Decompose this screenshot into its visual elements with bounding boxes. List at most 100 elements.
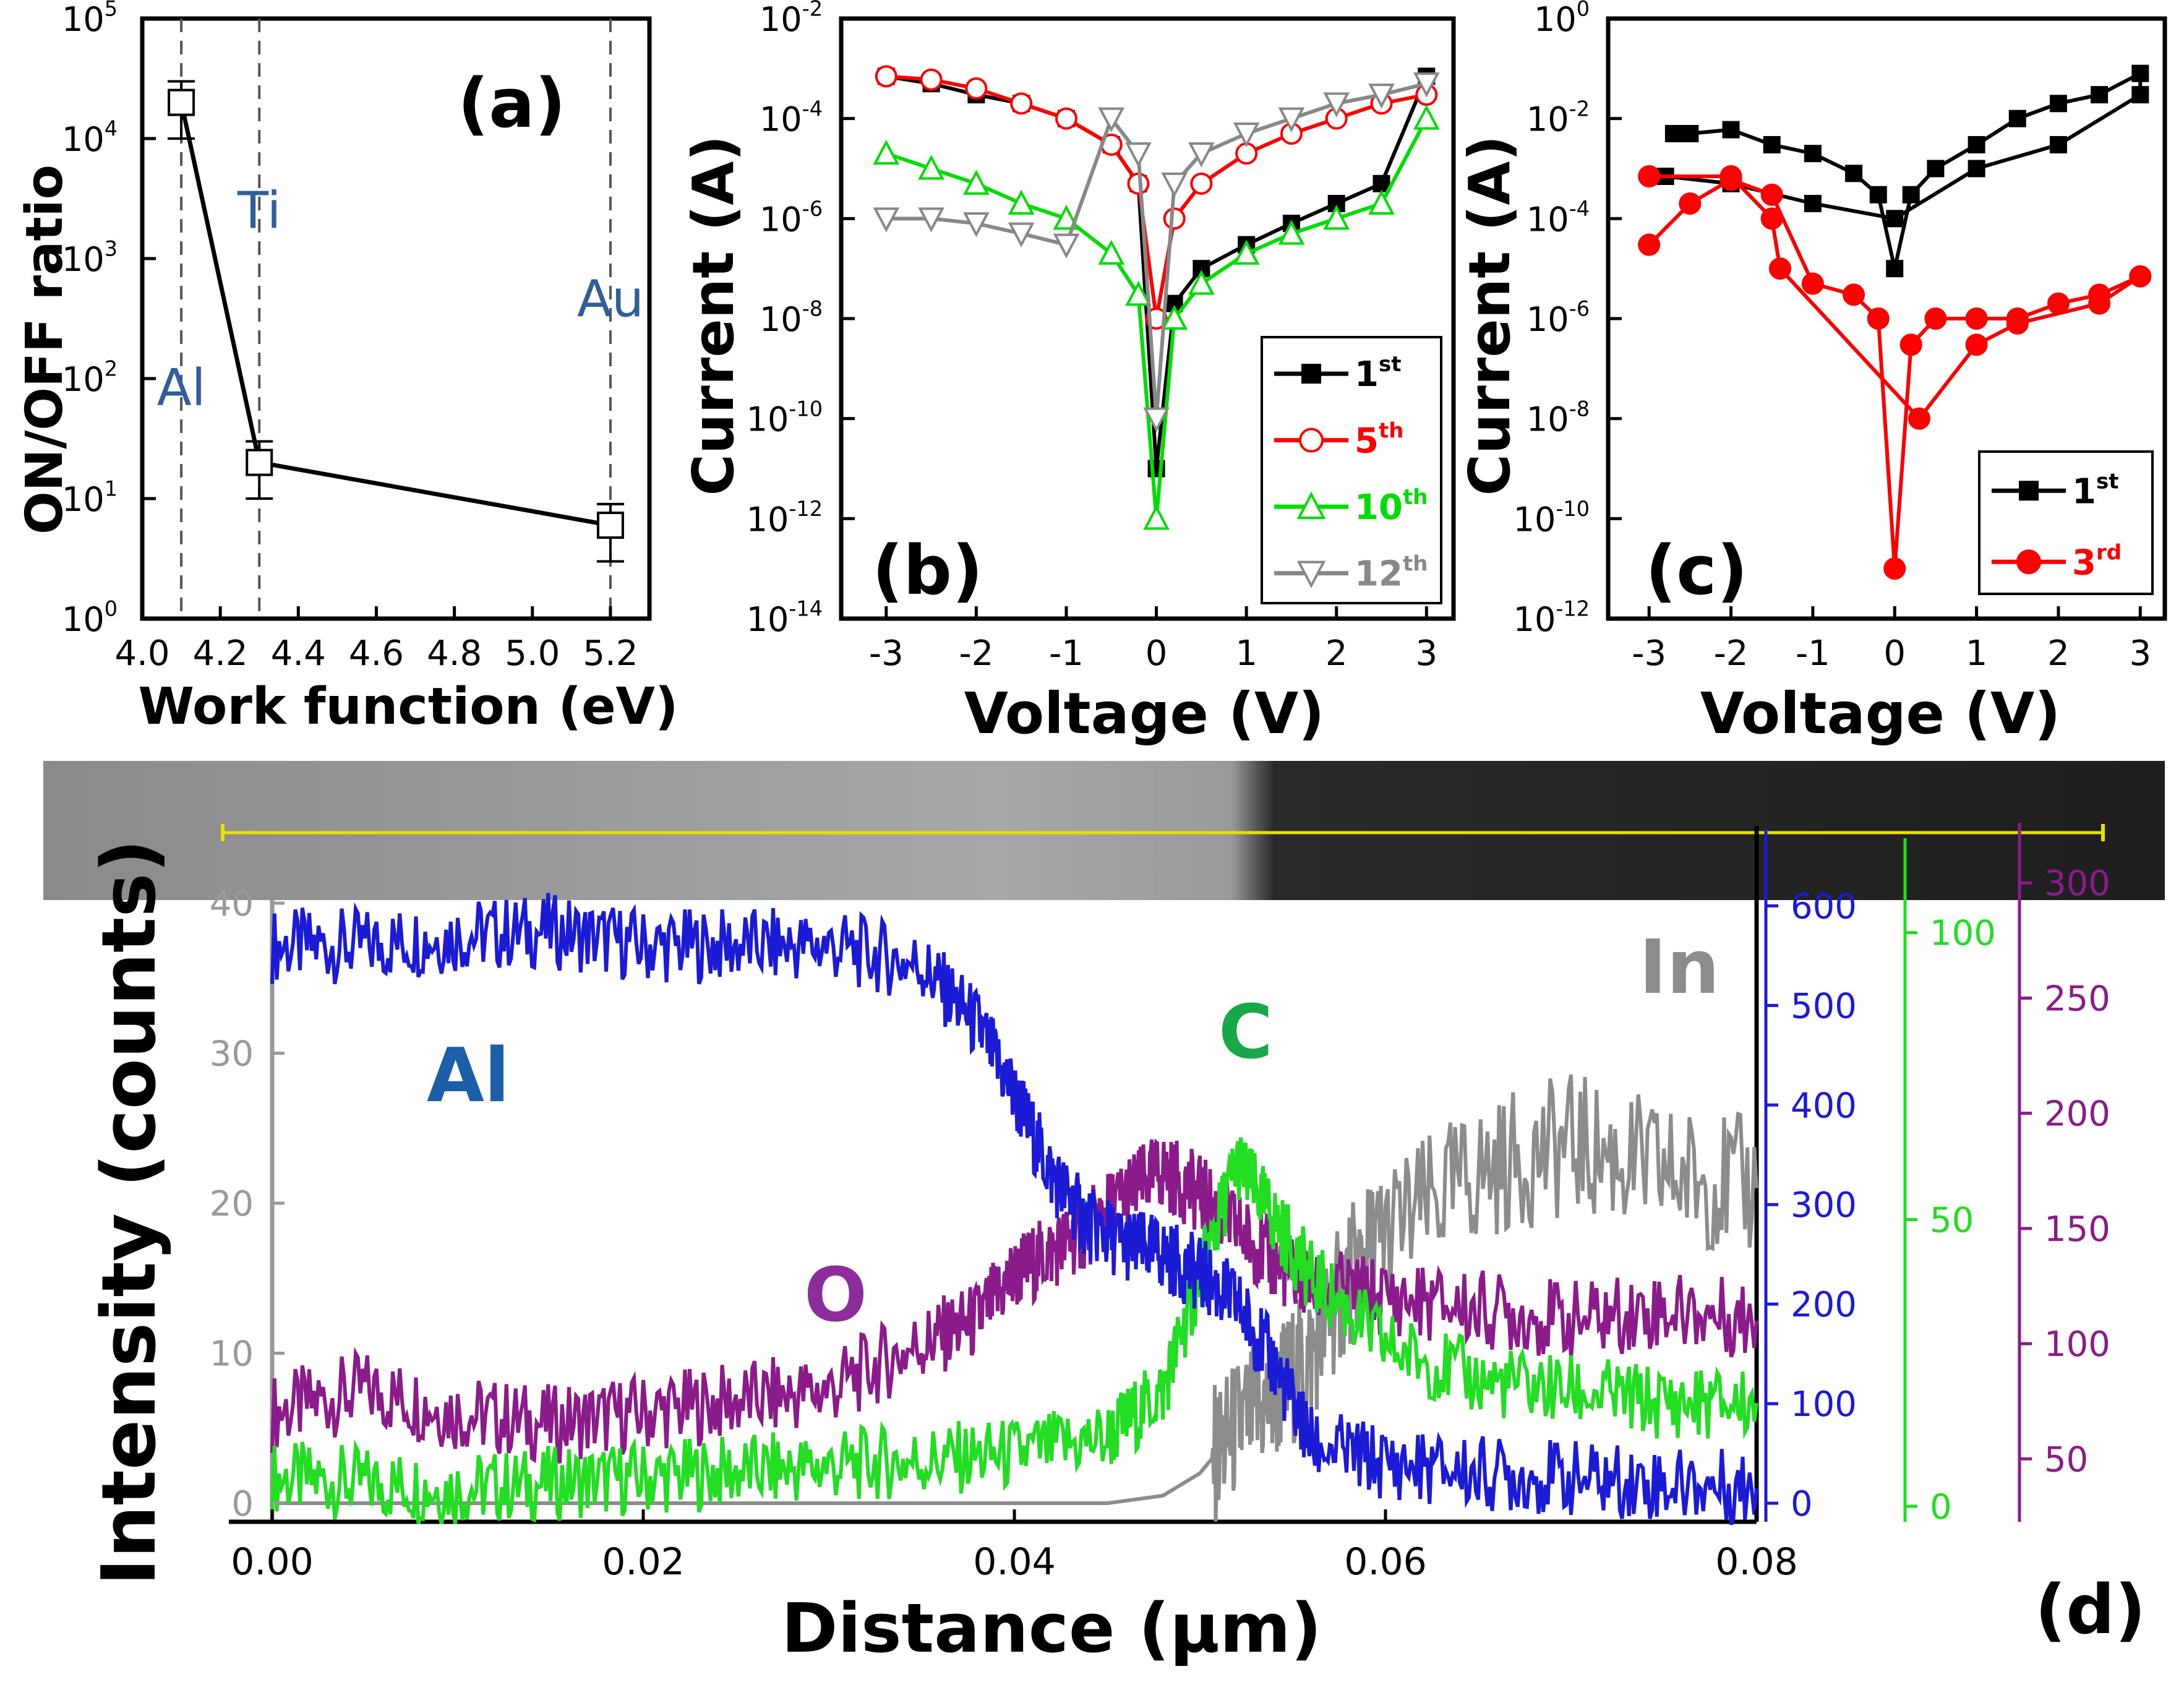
- series-3rd-point-7: [1883, 557, 1906, 580]
- series-line: [179, 101, 611, 528]
- y-tick-label-2: 10-8: [1527, 397, 1590, 439]
- series-3rd-point-4: [1801, 272, 1824, 295]
- o-y-tick-label-3: 200: [2044, 1094, 2110, 1135]
- series-1st-point-11: [2008, 109, 2026, 127]
- al-y-tick-label-5: 500: [1791, 986, 1857, 1026]
- y-tick-label-1: 10-10: [1514, 497, 1590, 539]
- y-tick-label-0: 100: [62, 597, 118, 639]
- left-y-tick-label-4: 40: [210, 884, 254, 924]
- series-10th-point-0: [873, 139, 900, 165]
- y-tick-label-2: 102: [62, 357, 118, 399]
- series-12th-point-13: [1368, 84, 1395, 109]
- x-tick-label-4: 1: [1966, 633, 1988, 674]
- series-10th-point-10: [1233, 239, 1260, 265]
- y-axis-label-b: Current (A): [680, 135, 747, 496]
- series-5th-point-0: [875, 65, 897, 88]
- data-point-1: [246, 448, 273, 476]
- y-tick-label-5: 105: [62, 0, 118, 39]
- annotation-al: Al: [427, 1033, 510, 1119]
- legend-label-0: 1st: [1355, 352, 1401, 395]
- y-tick-label-6: 10-2: [760, 0, 823, 39]
- y-tick-label-2: 10-10: [747, 397, 823, 439]
- series-1st-point-12: [2049, 95, 2067, 113]
- y-tick-label-0: 10-14: [747, 597, 823, 639]
- x-tick-label-2: -1: [1796, 633, 1830, 674]
- panel-d: 0.00 0.02 0.04 0.06 0.08 0 10 20 30 40 0 100 200 30…: [43, 761, 2165, 1668]
- x-axis-label-c: Voltage (V): [1700, 680, 2061, 747]
- series-12th-point-5: [1098, 107, 1125, 132]
- legend-marker-2: [1296, 491, 1326, 520]
- y-tick-label-3: 10-8: [760, 297, 823, 339]
- series-5th-point-9: [1190, 172, 1213, 195]
- series-3rd-point-20: [1760, 207, 1783, 230]
- series-c-line: [270, 1137, 1758, 1524]
- panel-label-c: (c): [1645, 531, 1748, 610]
- series-1st-point-13: [2091, 86, 2109, 104]
- series-3rd-point-17: [1965, 333, 1988, 356]
- panel-label-d: (d): [2035, 1570, 2146, 1649]
- series-1st-point-5: [1845, 165, 1863, 182]
- x-tick-label-1: -2: [1714, 633, 1749, 674]
- legend-label-3: 12th: [1355, 552, 1428, 594]
- series-12th-point-11: [1278, 107, 1305, 132]
- x-tick-label-6: 3: [2129, 633, 2151, 674]
- x-tick-label-2: 4.4: [271, 633, 326, 674]
- o-y-tick-label-5: 300: [2044, 864, 2110, 904]
- x-tick-label-3: 0: [1146, 633, 1168, 674]
- legend-marker-1: [2016, 549, 2041, 575]
- annotation-in: In: [1639, 925, 1719, 1011]
- panel-a: 4.0 4.2 4.4 4.6 4.8 5.0 5.2 100 101 102 103 104 105…: [15, 0, 679, 736]
- legend-marker-0: [1301, 364, 1321, 384]
- series-1st-point-0: [1664, 124, 1682, 142]
- legend-label-0: 1st: [2072, 469, 2118, 512]
- x-tick-label-2: 0.04: [973, 1540, 1056, 1584]
- y-tick-label-4: 10-6: [760, 197, 823, 239]
- series-10th-point-14: [1413, 105, 1440, 130]
- series-12th-point-10: [1233, 122, 1260, 148]
- series-5th-point-3: [1010, 92, 1033, 115]
- series-3rd-point-1: [1679, 192, 1702, 215]
- series-1st-point-18: [1886, 210, 1904, 228]
- x-tick-label-5: 2: [2047, 633, 2070, 674]
- series-1st-point-16: [2049, 135, 2067, 153]
- series-in-line: [272, 1074, 1758, 1522]
- series-1st-point-19: [1804, 195, 1822, 213]
- series-10th-point-4: [1053, 205, 1080, 230]
- x-tick-label-4: 0.08: [1715, 1540, 1798, 1584]
- x-axis-label-d: Distance (μm): [781, 1589, 1322, 1668]
- series-1st-point-17: [1968, 160, 1985, 178]
- y-axis-label-c: Current (A): [1457, 135, 1523, 496]
- legend-marker-1: [1299, 427, 1324, 453]
- series-3rd-point-16: [2006, 312, 2029, 335]
- series-10th-point-6: [1125, 281, 1152, 306]
- series-3rd-point-10: [1965, 307, 1988, 330]
- series-1st-point-3: [1763, 135, 1781, 153]
- data-point-0: [168, 88, 195, 116]
- left-y-tick-label-1: 10: [210, 1334, 254, 1375]
- al-y-tick-label-1: 100: [1791, 1384, 1857, 1425]
- x-tick-label-5: 2: [1325, 633, 1348, 674]
- y-tick-label-4: 104: [62, 117, 118, 159]
- x-tick-label-0: 0.00: [231, 1540, 314, 1584]
- annotation-o: O: [804, 1253, 867, 1339]
- series-1st-line: [1665, 70, 2143, 269]
- annotation-au: Au: [577, 270, 644, 328]
- x-tick-label-2: -1: [1049, 633, 1084, 674]
- annotation-ti: Ti: [237, 181, 281, 240]
- series-5th-point-8: [1163, 207, 1186, 230]
- x-tick-label-0: 4.0: [114, 633, 169, 674]
- al-y-tick-label-6: 600: [1791, 886, 1857, 927]
- legend-box: [1261, 336, 1442, 604]
- left-y-tick-label-3: 30: [210, 1034, 254, 1075]
- al-y-tick-label-2: 200: [1791, 1285, 1857, 1325]
- series-1st-point-15: [2131, 86, 2149, 104]
- x-axis-label-b: Voltage (V): [964, 680, 1325, 747]
- o-y-tick-label-2: 150: [2044, 1209, 2110, 1250]
- series-12th-point-2: [963, 212, 990, 238]
- series-12th-point-4: [1053, 233, 1080, 259]
- x-tick-label-3: 0: [1883, 633, 1906, 674]
- series-1st-point-8: [1902, 186, 1920, 204]
- series-3rd-point-6: [1867, 307, 1890, 330]
- legend-label-1: 3rd: [2072, 540, 2122, 583]
- annotation-al: Al: [157, 359, 206, 418]
